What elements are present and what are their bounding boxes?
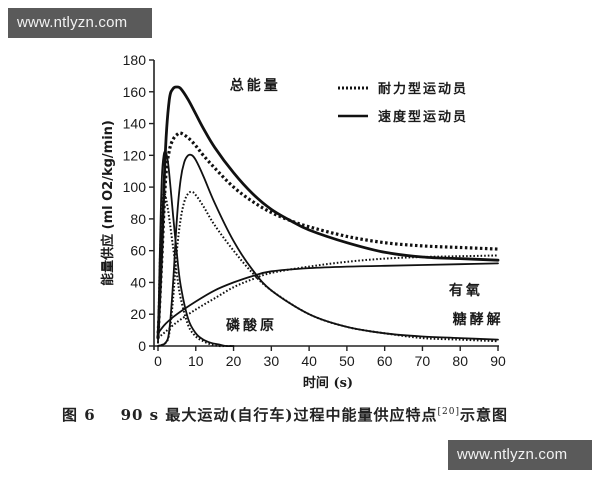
y-tick-label: 100 xyxy=(123,179,147,195)
watermark-bottom: www.ntlyzn.com xyxy=(448,440,592,470)
y-tick-label: 80 xyxy=(130,211,146,227)
series-line-5 xyxy=(157,190,499,347)
x-tick-label: 40 xyxy=(301,353,317,369)
series-line-6 xyxy=(157,262,499,335)
figure-title: 90 s 最大运动(自行车)过程中能量供应特点 xyxy=(120,406,438,424)
series-line-4 xyxy=(157,153,499,347)
watermark-top: www.ntlyzn.com xyxy=(8,8,152,38)
series-line-3 xyxy=(157,192,234,348)
chart-series xyxy=(156,85,500,348)
x-tick-label: 70 xyxy=(415,353,431,369)
figure-suffix: 示意图 xyxy=(460,406,509,424)
curve-label: 有氧 xyxy=(449,282,483,299)
figure-caption: 图 6 90 s 最大运动(自行车)过程中能量供应特点[20]示意图 xyxy=(62,404,508,425)
y-tick-label: 0 xyxy=(138,338,146,354)
y-axis-label: 能量供应 (ml O2/kg/min) xyxy=(100,120,116,286)
y-tick-label: 120 xyxy=(123,147,147,163)
series-line-1 xyxy=(156,131,499,339)
x-tick-label: 90 xyxy=(490,353,506,369)
curve-label: 糖酵解 xyxy=(453,311,504,328)
legend-label: 速度型运动员 xyxy=(378,109,468,125)
y-tick-label: 20 xyxy=(130,306,146,322)
figure-number: 图 6 xyxy=(62,406,96,424)
y-tick-label: 180 xyxy=(123,52,147,68)
curve-label: 总能量 xyxy=(230,77,281,94)
y-tick-label: 140 xyxy=(123,116,147,132)
x-tick-label: 10 xyxy=(188,353,204,369)
x-tick-label: 50 xyxy=(339,353,355,369)
y-tick-label: 160 xyxy=(123,84,147,100)
x-tick-label: 20 xyxy=(226,353,242,369)
series-line-0 xyxy=(156,85,500,340)
chart-axes: 0 20 40 60 80 100 120 140 160 180 0 10 20 30 40 50 60 70 8… xyxy=(100,52,506,391)
x-tick-label: 60 xyxy=(377,353,393,369)
series-line-7 xyxy=(157,254,499,339)
legend-label: 耐力型运动员 xyxy=(378,81,468,97)
series-line-2 xyxy=(157,150,235,348)
y-tick-label: 40 xyxy=(130,274,146,290)
x-tick-label: 80 xyxy=(452,353,468,369)
x-tick-label: 0 xyxy=(154,353,162,369)
x-tick-label: 30 xyxy=(264,353,280,369)
x-axis-label: 时间 (s) xyxy=(303,375,353,391)
figure-reference: [20] xyxy=(437,407,461,417)
curve-label: 磷酸原 xyxy=(226,317,277,334)
energy-supply-chart: 0 20 40 60 80 100 120 140 160 180 0 10 20 30 40 50 60 70 8… xyxy=(100,52,506,391)
y-tick-label: 60 xyxy=(130,243,146,259)
